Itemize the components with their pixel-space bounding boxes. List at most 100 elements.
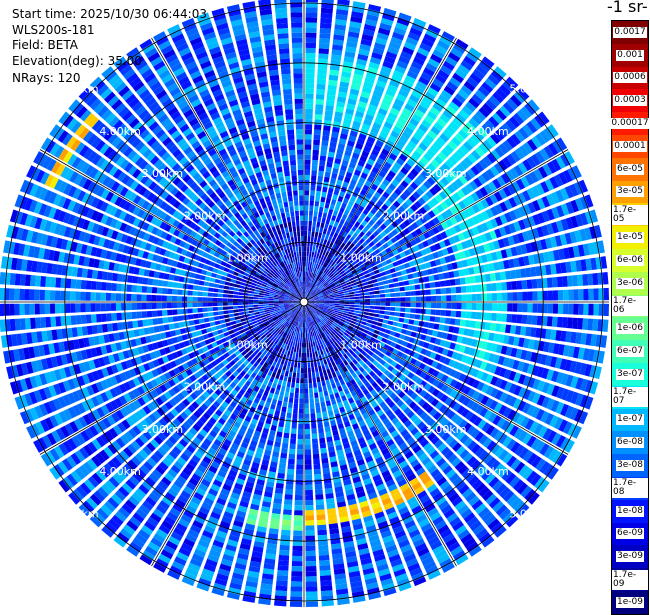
range-gate <box>272 508 281 514</box>
range-gate <box>592 319 598 331</box>
range-gate <box>319 438 325 444</box>
range-gate <box>431 309 436 315</box>
range-gate <box>306 43 316 48</box>
range-gate <box>507 303 512 311</box>
range-gate <box>325 105 333 111</box>
range-gate <box>314 393 318 399</box>
range-gate <box>320 397 325 403</box>
range-gate <box>365 299 370 302</box>
range-gate <box>318 535 328 541</box>
range-gate <box>305 490 313 495</box>
range-gate <box>307 241 310 246</box>
range-gate <box>431 289 436 295</box>
range-gate <box>477 294 482 301</box>
range-gate <box>295 500 303 505</box>
range-gate <box>390 293 395 297</box>
range-gate <box>311 413 316 418</box>
range-gate <box>237 323 243 327</box>
range-gate <box>316 504 325 510</box>
range-gate <box>315 196 320 202</box>
range-gate <box>305 429 310 434</box>
range-gate <box>292 566 303 571</box>
range-gate <box>290 387 294 393</box>
range-gate <box>562 276 568 287</box>
range-gate <box>313 454 320 460</box>
range-gate <box>277 369 282 375</box>
range-gate <box>304 261 306 266</box>
range-gate <box>450 279 456 286</box>
range-gate <box>305 99 313 104</box>
range-gate <box>390 298 395 302</box>
range-gate <box>349 292 354 295</box>
range-gate <box>377 322 383 327</box>
range-gate <box>339 298 344 300</box>
range-gate <box>276 483 284 489</box>
range-gate <box>297 459 304 464</box>
range-gate <box>300 383 304 388</box>
range-gate <box>301 353 303 358</box>
range-gate <box>299 353 302 358</box>
range-gate <box>306 53 316 58</box>
range-gate <box>482 294 487 301</box>
range-gate <box>312 444 318 450</box>
range-gate <box>278 560 289 566</box>
range-gate <box>319 43 330 49</box>
range-gate <box>456 295 461 301</box>
range-gate <box>322 412 327 418</box>
range-gate <box>306 546 316 551</box>
range-gate <box>298 358 301 363</box>
range-gate <box>305 449 311 454</box>
range-gate <box>305 480 312 485</box>
range-gate <box>583 289 588 301</box>
range-gate <box>436 310 442 316</box>
range-gate <box>304 241 307 246</box>
range-gate <box>317 79 326 85</box>
range-gate <box>305 515 314 520</box>
range-gate <box>430 316 436 322</box>
range-gate <box>496 313 502 321</box>
range-gate <box>495 323 501 331</box>
range-gate <box>547 278 553 288</box>
range-gate <box>314 362 317 368</box>
range-gate <box>304 246 306 251</box>
range-gate <box>323 229 327 235</box>
range-gate <box>311 423 316 429</box>
range-gate <box>304 226 307 231</box>
range-gate <box>307 251 309 256</box>
range-gate <box>319 33 330 39</box>
range-gate <box>350 302 355 304</box>
range-gate <box>384 289 390 293</box>
range-gate <box>305 119 312 124</box>
range-gate <box>368 316 374 320</box>
range-gate <box>389 288 395 292</box>
range-gate <box>446 310 452 316</box>
range-gate <box>317 238 321 244</box>
range-gate <box>317 530 327 536</box>
range-gate <box>309 347 312 352</box>
range-gate <box>318 423 324 429</box>
range-gate <box>291 581 303 586</box>
range-gate <box>328 373 333 379</box>
range-gate <box>404 319 410 324</box>
range-gate <box>445 318 451 325</box>
range-gate <box>315 247 318 252</box>
range-gate <box>304 363 307 368</box>
range-gate <box>380 294 385 298</box>
range-gate <box>365 296 370 299</box>
range-gate <box>318 53 328 59</box>
range-gate <box>367 280 373 284</box>
range-gate <box>305 114 313 119</box>
range-gate <box>305 525 314 530</box>
range-gate <box>320 223 324 229</box>
range-gate <box>277 473 285 479</box>
range-gate <box>366 323 372 327</box>
range-gate <box>305 510 314 515</box>
range-gate <box>316 413 321 419</box>
range-gate <box>400 313 406 318</box>
range-gate <box>380 307 385 311</box>
range-gate <box>290 351 293 356</box>
range-gate <box>288 403 293 409</box>
range-gate <box>325 364 329 370</box>
range-gate <box>322 135 329 141</box>
range-gate <box>320 238 324 244</box>
